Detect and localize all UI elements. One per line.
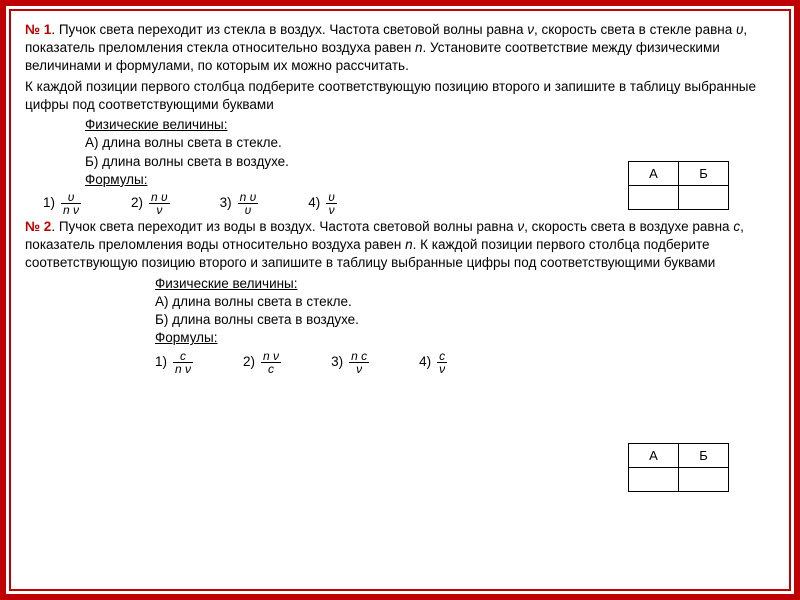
answer-table-1: АБ	[628, 161, 729, 210]
fraction-icon: n υυ	[238, 191, 259, 216]
tbl2-cell-a[interactable]	[629, 468, 679, 492]
p1-f1-num: 1)	[43, 194, 55, 212]
fraction-icon: cν	[437, 350, 447, 375]
fraction-icon: υν	[326, 191, 337, 216]
p2-formula-4: 4) cν	[419, 350, 447, 375]
tbl1-a: А	[629, 162, 679, 186]
tbl1-cell-b[interactable]	[679, 186, 729, 210]
p1-f3-num: 3)	[220, 194, 232, 212]
p2-phys-label: Физические величины:	[155, 275, 775, 293]
outer-frame: № 1. Пучок света переходит из стекла в в…	[0, 0, 800, 600]
p2-option-b: Б) длина волны света в воздухе.	[155, 311, 775, 329]
p2-f3-num: 3)	[331, 353, 343, 371]
p2-f2-num: 2)	[243, 353, 255, 371]
p1-t2: , скорость света в стекле равна	[534, 22, 736, 37]
fraction-icon: n cν	[349, 350, 369, 375]
p1-phys-label: Физические величины:	[85, 116, 775, 134]
fraction-icon: cn ν	[173, 350, 193, 375]
tbl2-cell-b[interactable]	[679, 468, 729, 492]
fraction-icon: υn ν	[61, 191, 81, 216]
p1-formula-3: 3) n υυ	[220, 191, 259, 216]
answer-table-2: АБ	[628, 443, 729, 492]
p2-form-label: Формулы:	[155, 329, 775, 347]
p1-instructions: К каждой позиции первого столбца подбери…	[25, 78, 775, 114]
problem-2: № 2. Пучок света переходит из воды в воз…	[25, 218, 775, 273]
problem-1: № 1. Пучок света переходит из стекла в в…	[25, 21, 775, 76]
tbl1-cell-a[interactable]	[629, 186, 679, 210]
p1-option-a: А) длина волны света в стекле.	[85, 134, 775, 152]
p2-formula-2: 2) n νc	[243, 350, 281, 375]
p2-formula-3: 3) n cν	[331, 350, 369, 375]
p1-formula-2: 2) n υν	[131, 191, 170, 216]
p2-phys-block: Физические величины: А) длина волны свет…	[155, 275, 775, 348]
p2-formula-1: 1) cn ν	[155, 350, 193, 375]
tbl2-b: Б	[679, 444, 729, 468]
p2-n: n	[405, 237, 413, 252]
p2-t1: . Пучок света переходит из воды в воздух…	[51, 219, 517, 234]
problem-1-number: № 1	[25, 22, 51, 37]
p1-formula-4: 4) υν	[308, 191, 337, 216]
p2-formulas: 1) cn ν 2) n νc 3) n cν 4) cν	[155, 350, 775, 375]
p1-f2-num: 2)	[131, 194, 143, 212]
p2-t2: , скорость света в воздухе равна	[524, 219, 733, 234]
p2-option-a: А) длина волны света в стекле.	[155, 293, 775, 311]
p1-formula-1: 1) υn ν	[43, 191, 81, 216]
tbl1-b: Б	[679, 162, 729, 186]
p1-nu: ν	[527, 22, 534, 37]
fraction-icon: n υν	[149, 191, 170, 216]
problem-2-number: № 2	[25, 219, 51, 234]
p2-f4-num: 4)	[419, 353, 431, 371]
p1-t1: . Пучок света переходит из стекла в возд…	[51, 22, 527, 37]
content-frame: № 1. Пучок света переходит из стекла в в…	[9, 9, 791, 591]
tbl2-a: А	[629, 444, 679, 468]
p2-f1-num: 1)	[155, 353, 167, 371]
p1-f4-num: 4)	[308, 194, 320, 212]
fraction-icon: n νc	[261, 350, 281, 375]
p1-n: n	[415, 40, 423, 55]
